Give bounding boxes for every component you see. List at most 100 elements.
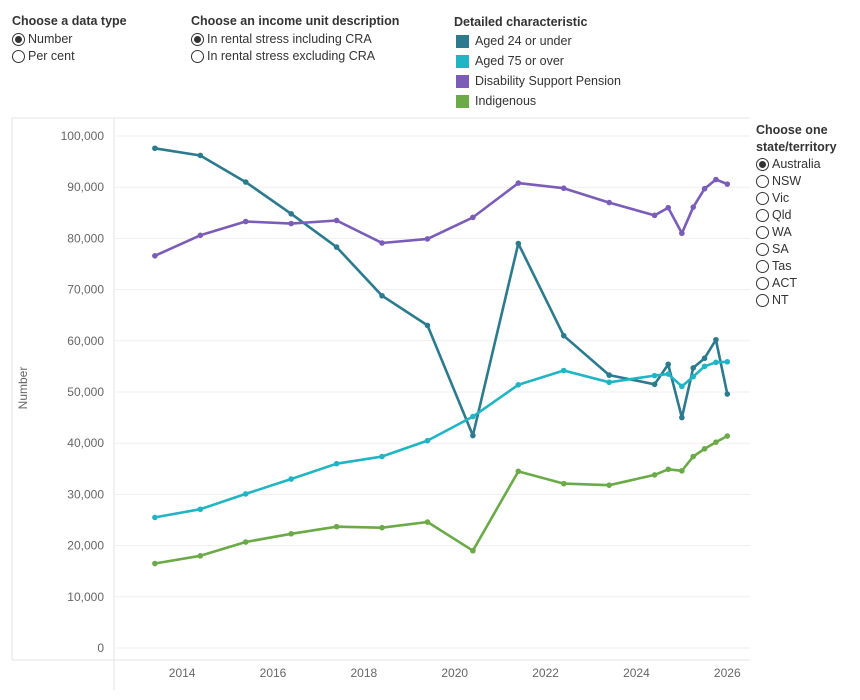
data-point[interactable] xyxy=(152,514,158,521)
data-point[interactable] xyxy=(470,214,476,221)
radio-unselected-icon[interactable] xyxy=(756,225,769,239)
legend-item-indigenous[interactable]: Indigenous xyxy=(456,94,536,108)
data-point[interactable] xyxy=(379,453,385,460)
radio-unselected-icon[interactable] xyxy=(756,276,769,290)
radio-selected-icon[interactable] xyxy=(12,32,25,46)
radio-unselected-icon[interactable] xyxy=(756,208,769,222)
data-point[interactable] xyxy=(679,383,685,390)
radio-state-australia[interactable]: Australia xyxy=(756,157,821,171)
data-point[interactable] xyxy=(470,413,476,420)
data-point[interactable] xyxy=(679,468,685,474)
data-point[interactable] xyxy=(713,439,719,445)
data-point[interactable] xyxy=(379,524,385,531)
data-point[interactable] xyxy=(333,244,340,250)
data-point[interactable] xyxy=(701,446,708,452)
data-point[interactable] xyxy=(690,453,697,460)
data-point[interactable] xyxy=(424,437,431,444)
data-point[interactable] xyxy=(197,152,204,159)
radio-state-act[interactable]: ACT xyxy=(756,276,797,290)
data-point[interactable] xyxy=(333,217,340,224)
data-point[interactable] xyxy=(651,372,658,379)
radio-unselected-icon[interactable] xyxy=(756,191,769,205)
data-point[interactable] xyxy=(713,359,719,366)
data-point[interactable] xyxy=(515,240,522,247)
data-point[interactable] xyxy=(424,322,431,329)
data-point[interactable] xyxy=(560,332,567,339)
data-point[interactable] xyxy=(560,367,567,374)
radio-unselected-icon[interactable] xyxy=(756,174,769,188)
data-point[interactable] xyxy=(242,539,249,545)
data-point[interactable] xyxy=(515,468,522,475)
data-point[interactable] xyxy=(665,371,672,377)
data-point[interactable] xyxy=(197,553,204,559)
data-point[interactable] xyxy=(424,236,431,242)
data-point[interactable] xyxy=(379,240,385,246)
data-point[interactable] xyxy=(724,181,731,187)
radio-number[interactable]: Number xyxy=(12,32,72,46)
data-point[interactable] xyxy=(560,185,567,192)
radio-including-cra[interactable]: In rental stress including CRA xyxy=(191,32,372,46)
radio-state-qld[interactable]: Qld xyxy=(756,208,791,222)
data-point[interactable] xyxy=(288,476,294,482)
radio-unselected-icon[interactable] xyxy=(12,49,25,63)
data-point[interactable] xyxy=(152,560,158,567)
data-point[interactable] xyxy=(701,185,708,192)
data-point[interactable] xyxy=(515,180,522,186)
data-point[interactable] xyxy=(470,547,476,554)
radio-state-vic[interactable]: Vic xyxy=(756,191,789,205)
data-point[interactable] xyxy=(288,531,294,537)
legend-item-aged-75-or-over[interactable]: Aged 75 or over xyxy=(456,54,564,68)
data-point[interactable] xyxy=(242,491,249,497)
data-point[interactable] xyxy=(724,358,731,365)
data-point[interactable] xyxy=(679,230,685,237)
series-line[interactable] xyxy=(153,178,729,258)
data-point[interactable] xyxy=(690,204,697,210)
radio-unselected-icon[interactable] xyxy=(756,242,769,256)
data-point[interactable] xyxy=(152,145,158,152)
data-point[interactable] xyxy=(515,382,522,388)
data-point[interactable] xyxy=(665,204,672,211)
data-point[interactable] xyxy=(197,232,204,239)
data-point[interactable] xyxy=(724,433,731,439)
radio-state-nsw[interactable]: NSW xyxy=(756,174,801,188)
data-point[interactable] xyxy=(701,355,708,362)
data-point[interactable] xyxy=(690,373,697,380)
data-point[interactable] xyxy=(197,506,204,513)
radio-selected-icon[interactable] xyxy=(191,32,204,46)
data-point[interactable] xyxy=(724,391,731,397)
series-line[interactable] xyxy=(153,434,729,565)
data-point[interactable] xyxy=(333,523,340,530)
data-point[interactable] xyxy=(690,365,697,371)
data-point[interactable] xyxy=(288,220,294,227)
radio-per-cent[interactable]: Per cent xyxy=(12,49,75,63)
data-point[interactable] xyxy=(242,218,249,225)
data-point[interactable] xyxy=(665,466,672,473)
data-point[interactable] xyxy=(665,361,672,368)
data-point[interactable] xyxy=(470,432,476,439)
data-point[interactable] xyxy=(333,460,340,467)
data-point[interactable] xyxy=(606,482,612,488)
data-point[interactable] xyxy=(679,414,685,421)
radio-state-nt[interactable]: NT xyxy=(756,293,789,307)
radio-state-sa[interactable]: SA xyxy=(756,242,789,256)
data-point[interactable] xyxy=(651,381,658,388)
data-point[interactable] xyxy=(424,519,431,525)
legend-item-disability-support-pension[interactable]: Disability Support Pension xyxy=(456,74,621,88)
radio-excluding-cra[interactable]: In rental stress excluding CRA xyxy=(191,49,375,63)
radio-state-wa[interactable]: WA xyxy=(756,225,792,239)
data-point[interactable] xyxy=(651,472,658,478)
data-point[interactable] xyxy=(288,211,294,217)
legend-item-aged-24-or-under[interactable]: Aged 24 or under xyxy=(456,34,572,48)
data-point[interactable] xyxy=(713,336,719,343)
radio-state-tas[interactable]: Tas xyxy=(756,259,791,273)
data-point[interactable] xyxy=(713,176,719,183)
data-point[interactable] xyxy=(560,480,567,487)
data-point[interactable] xyxy=(701,363,708,370)
radio-selected-icon[interactable] xyxy=(756,157,769,171)
data-point[interactable] xyxy=(606,199,612,206)
radio-unselected-icon[interactable] xyxy=(191,49,204,63)
data-point[interactable] xyxy=(606,379,612,386)
data-point[interactable] xyxy=(606,372,612,378)
radio-unselected-icon[interactable] xyxy=(756,293,769,307)
data-point[interactable] xyxy=(379,292,385,299)
